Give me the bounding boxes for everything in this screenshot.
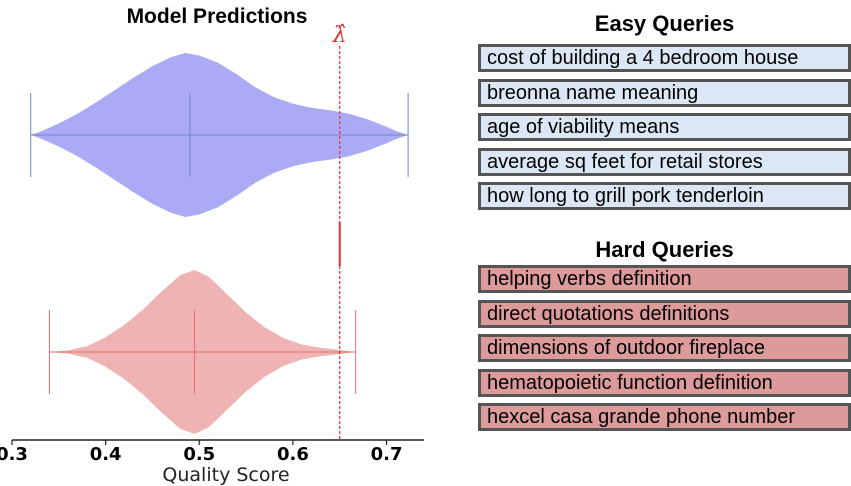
easy-query-item: cost of building a 4 bedroom house (478, 44, 851, 72)
easy-query-item: breonna name meaning (478, 78, 851, 107)
easy-query-item: average sq feet for retail stores (478, 147, 851, 176)
hard-query-item: hematopoietic function definition (478, 368, 851, 397)
easy-queries-list: cost of building a 4 bedroom house breonn… (478, 44, 851, 217)
hard-query-item: dimensions of outdoor fireplace (478, 334, 851, 362)
hard-query-item: direct quotations definitions (478, 299, 851, 328)
easy-queries-title: Easy Queries (594, 11, 735, 36)
easy-query-item: age of viability means (478, 113, 851, 141)
x-axis-label: Quality Score (162, 464, 289, 486)
easy-query-item: how long to grill pork tenderloin (478, 182, 851, 210)
threshold-layer: λ̂ (332, 23, 347, 440)
hard-query-item: helping verbs definition (478, 265, 851, 293)
hard-query-item: hexcel casa grande phone number (478, 403, 851, 431)
hard-queries-title: Hard Queries (595, 237, 734, 262)
x-tick-label: 0.5 (183, 444, 215, 465)
violins-layer (30, 53, 409, 434)
x-tick-label: 0.3 (0, 444, 28, 465)
x-tick-label: 0.7 (371, 444, 403, 465)
x-tick-label: 0.6 (277, 444, 309, 465)
x-tick-label: 0.4 (90, 444, 122, 465)
x-axis: 0.3 0.4 0.5 0.6 0.7 (0, 439, 424, 465)
chart-title: Model Predictions (127, 5, 308, 28)
violin-chart: Model Predictions λ̂ 0.3 0.4 0.5 0.6 0.7 Qua… (0, 5, 424, 486)
threshold-label: λ̂ (332, 23, 347, 48)
hard-queries-list: helping verbs definition direct quotation… (478, 265, 851, 438)
